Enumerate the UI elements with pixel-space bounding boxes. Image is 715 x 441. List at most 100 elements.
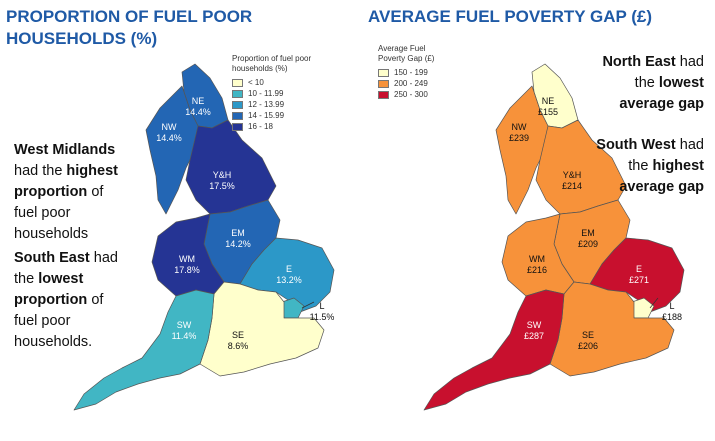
right-region-nw: [495, 85, 549, 215]
right-note-highest: South West had the highest average gap: [576, 135, 704, 198]
right-legend-item: 150 - 199: [378, 67, 478, 78]
right-region-label-nw: NW £239: [497, 122, 541, 144]
left-region-label-sw: SW 11.4%: [162, 320, 206, 342]
region-code: SE: [581, 330, 594, 340]
right-legend-swatch: [378, 68, 389, 77]
left-legend-label: 16 - 18: [248, 121, 273, 131]
note-text: of: [91, 184, 104, 200]
left-legend-swatch: [232, 122, 243, 131]
note-text: the: [628, 158, 649, 174]
region-value: £209: [577, 239, 599, 249]
note-emphasis: lowest: [658, 75, 704, 91]
left-region-label-l: L 11.5%: [300, 301, 344, 323]
note-text: the: [634, 75, 655, 91]
region-code: L: [669, 301, 675, 311]
region-value: £214: [561, 181, 583, 191]
left-legend-title: Proportion of fuel poor households (%): [232, 54, 312, 73]
right-legend-title: Average Fuel Poverty Gap (£): [378, 44, 435, 63]
left-region-label-se: SE 8.6%: [216, 330, 260, 352]
left-legend: Proportion of fuel poor households (%) <…: [232, 54, 342, 132]
region-code: Y&H: [212, 170, 232, 180]
left-region-yh: [185, 119, 277, 215]
right-region-label-e: E £271: [617, 264, 661, 286]
left-region-sw: [73, 289, 215, 411]
left-region-label-wm: WM 17.8%: [165, 254, 209, 276]
left-legend-label: < 10: [248, 77, 264, 87]
note-text: households.: [14, 334, 93, 350]
region-code: SW: [176, 320, 192, 330]
region-code: NW: [511, 122, 527, 132]
note-emphasis: average gap: [619, 179, 704, 195]
note-text: had the: [14, 163, 63, 179]
region-value: £239: [508, 133, 530, 143]
left-region-nw: [145, 85, 199, 215]
region-value: £155: [537, 107, 559, 117]
right-note-lowest: North East had the lowest average gap: [586, 52, 704, 115]
note-region-sw: South West: [596, 137, 676, 153]
note-emphasis: lowest: [38, 271, 84, 287]
right-region-label-se: SE £206: [566, 330, 610, 352]
note-text: fuel poor: [14, 313, 71, 329]
left-region-label-em: EM 14.2%: [216, 228, 260, 250]
right-region-label-sw: SW £287: [512, 320, 556, 342]
note-emphasis: proportion: [14, 292, 88, 308]
region-value: £206: [577, 341, 599, 351]
left-legend-item: 14 - 15.99: [232, 110, 342, 121]
note-text: fuel poor: [14, 205, 71, 221]
left-legend-label: 10 - 11.99: [248, 88, 284, 98]
region-code: WM: [179, 254, 195, 264]
right-legend-swatch: [378, 79, 389, 88]
region-value: £188: [661, 312, 683, 322]
note-text: had: [93, 250, 118, 266]
region-code: E: [635, 264, 642, 274]
note-text: the: [14, 271, 35, 287]
note-text: of: [91, 292, 104, 308]
note-text: had: [679, 137, 704, 153]
right-region-label-yh: Y&H £214: [550, 170, 594, 192]
region-value: £216: [526, 265, 548, 275]
right-legend-label: 150 - 199: [394, 67, 428, 77]
right-region-label-wm: WM £216: [515, 254, 559, 276]
right-legend: Average Fuel Poverty Gap (£) 150 - 199 20…: [378, 44, 478, 100]
left-legend-item: 12 - 13.99: [232, 99, 342, 110]
region-value: 14.2%: [225, 239, 251, 249]
left-region-label-ne: NE 14.4%: [176, 96, 220, 118]
left-legend-label: 12 - 13.99: [248, 99, 285, 109]
left-region-label-yh: Y&H 17.5%: [200, 170, 244, 192]
region-code: WM: [529, 254, 545, 264]
left-legend-label: 14 - 15.99: [248, 110, 285, 120]
note-text: had: [679, 54, 704, 70]
region-value: 17.5%: [209, 181, 235, 191]
region-value: 11.4%: [171, 331, 197, 341]
left-legend-swatch: [232, 100, 243, 109]
right-region-label-l: L £188: [650, 301, 694, 323]
region-code: SW: [526, 320, 542, 330]
right-legend-item: 250 - 300: [378, 89, 478, 100]
region-value: 13.2%: [276, 275, 302, 285]
left-legend-swatch: [232, 89, 243, 98]
region-code: NW: [161, 122, 177, 132]
left-note-lowest: South East had the lowest proportion of …: [14, 248, 154, 353]
left-legend-item: 10 - 11.99: [232, 88, 342, 99]
right-region-sw: [423, 289, 565, 411]
note-emphasis: highest: [652, 158, 704, 174]
region-code: E: [285, 264, 292, 274]
region-value: 11.5%: [309, 312, 335, 322]
left-legend-item: < 10: [232, 77, 342, 88]
right-legend-swatch: [378, 90, 389, 99]
right-legend-label: 250 - 300: [394, 89, 428, 99]
left-region-label-e: E 13.2%: [267, 264, 311, 286]
region-code: NE: [191, 96, 205, 106]
left-legend-swatch: [232, 78, 243, 87]
region-code: EM: [231, 228, 245, 238]
left-note-highest: West Midlands had the highest proportion…: [14, 140, 154, 245]
region-value: £287: [523, 331, 545, 341]
note-region-se: South East: [14, 250, 90, 266]
region-value: 17.8%: [174, 265, 200, 275]
right-legend-item: 200 - 249: [378, 78, 478, 89]
region-code: Y&H: [562, 170, 582, 180]
left-legend-item: 16 - 18: [232, 121, 342, 132]
left-region-label-nw: NW 14.4%: [147, 122, 191, 144]
region-value: 14.4%: [185, 107, 211, 117]
